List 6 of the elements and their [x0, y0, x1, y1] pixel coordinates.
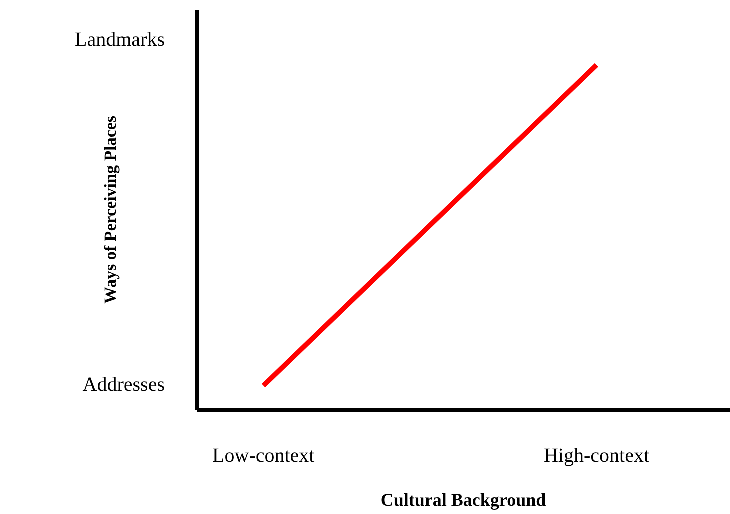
text: Addresses: [82, 373, 165, 397]
x-tick-label: High-context: [544, 445, 650, 468]
x-tick-label: Low-context: [212, 445, 316, 468]
x-axis-title: Cultural Background: [380, 490, 546, 510]
y-axis-title: Ways of Perceiving Places: [101, 116, 120, 304]
text: Landmarks: [75, 28, 165, 52]
